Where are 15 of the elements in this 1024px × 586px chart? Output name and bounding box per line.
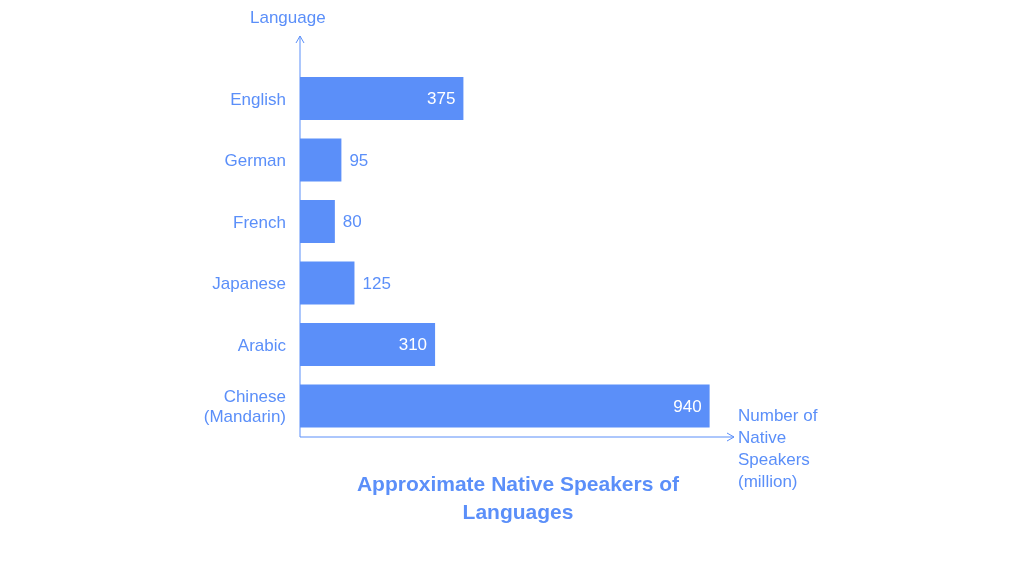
y-tick-label: Arabic bbox=[237, 335, 287, 355]
y-axis-title: Language bbox=[250, 8, 326, 28]
data-label: 310 bbox=[398, 335, 428, 354]
x-axis-title: Number of Native Speakers (million) bbox=[738, 405, 819, 493]
y-tick-label: Japanese bbox=[212, 273, 286, 293]
y-tick-label: German bbox=[224, 150, 286, 170]
data-label: 125 bbox=[362, 273, 391, 293]
data-label: 80 bbox=[342, 212, 362, 231]
data-label: 375 bbox=[427, 89, 456, 108]
data-label: 940 bbox=[673, 396, 702, 416]
y-tick-label: Chinese (Mandarin) bbox=[203, 386, 286, 426]
y-tick-label: French bbox=[233, 212, 286, 232]
y-tick-label: English bbox=[230, 89, 286, 109]
text: Approximate Native Speakers of Languages bbox=[355, 471, 681, 525]
data-label: 95 bbox=[349, 150, 369, 170]
